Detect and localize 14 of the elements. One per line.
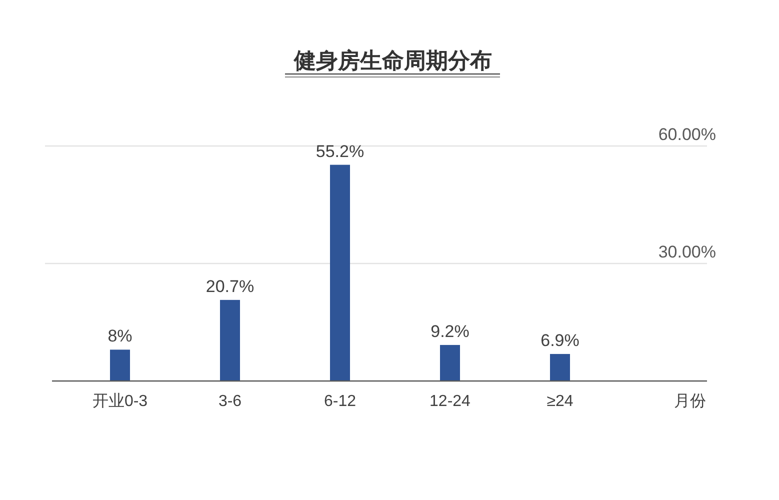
xlabel: 月份	[674, 393, 706, 410]
data-label: 8%	[108, 326, 132, 346]
title: 健身房生命周期分布	[294, 48, 492, 73]
y-tick-label: 30.00%	[658, 242, 716, 262]
y-tick-label: 60.00%	[658, 125, 716, 144]
x-tick-label: 3-6	[218, 393, 242, 410]
data-label: 20.7%	[206, 276, 254, 296]
x-tick-label: 6-12	[324, 393, 356, 410]
data-label: 6.9%	[540, 330, 580, 350]
data-label: 9.2%	[430, 322, 470, 341]
x-tick-label: 12-24	[430, 393, 471, 410]
x-tick-label: 开业0-3	[92, 392, 148, 410]
data-label: 55.2%	[316, 142, 364, 161]
x-tick-label: ≥24	[546, 393, 574, 410]
